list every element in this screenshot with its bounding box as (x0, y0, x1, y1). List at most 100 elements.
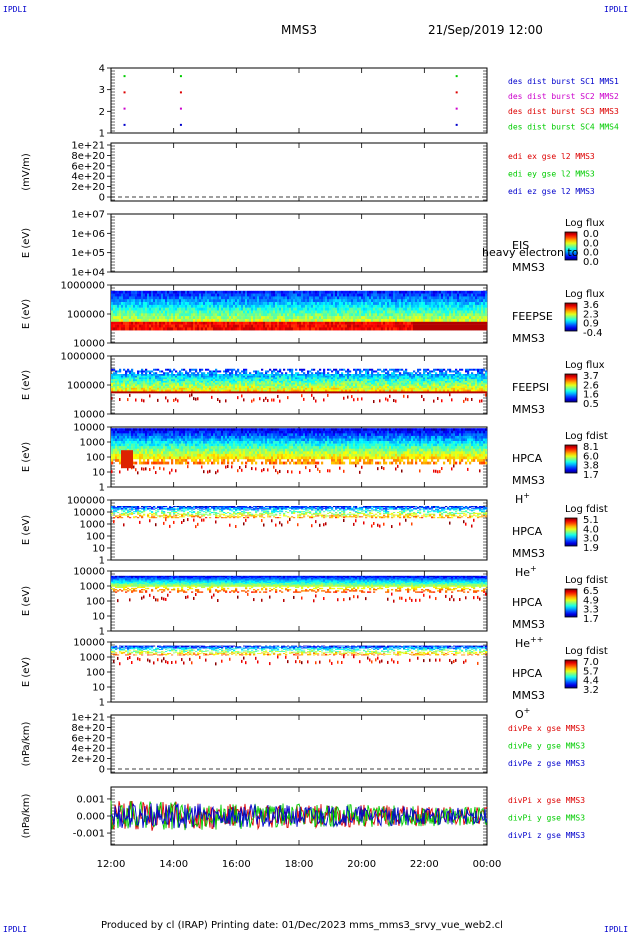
spectro-cell (397, 318, 400, 322)
spectro-cell (417, 321, 420, 325)
spectro-cell (143, 296, 146, 300)
spectro-cell (463, 316, 466, 320)
spectro-cell (295, 302, 298, 306)
spectro-cell (359, 310, 362, 314)
spectro-cell (229, 373, 232, 376)
spectro-cell (407, 384, 410, 387)
spectro-cell (205, 373, 208, 376)
spectro-cell (169, 382, 172, 385)
spectro-cell (189, 384, 192, 387)
spectro-cell (227, 379, 230, 382)
spectro-cell (317, 372, 320, 375)
spectro-cell (255, 307, 258, 311)
spectro-cell (257, 384, 260, 387)
spectro-tail (387, 398, 389, 402)
spectro-cell (369, 302, 372, 306)
spectro-cell (267, 324, 270, 328)
spectro-cell (405, 290, 408, 294)
spectro-cell (317, 377, 320, 380)
spectro-cell (227, 389, 230, 392)
spectro-cell (463, 313, 466, 317)
spectro-cell (411, 290, 414, 294)
spectro-cell (247, 373, 250, 376)
spectro-cell (401, 382, 404, 385)
spectro-cell (223, 377, 226, 380)
spectro-cell (479, 321, 482, 325)
spectro-cell (393, 313, 396, 317)
spectro-cell (159, 321, 162, 325)
spectro-cell (275, 310, 278, 314)
spectro-cell (309, 391, 312, 394)
spectro-cell (253, 296, 256, 300)
spectro-cell (407, 327, 410, 331)
spectro-cell (273, 299, 276, 303)
spectro-cell (429, 296, 432, 300)
spectro-cell (265, 380, 268, 383)
spectro-cell (435, 318, 438, 322)
spectro-cell (411, 296, 414, 300)
spectro-cell (469, 310, 472, 314)
eis-colorbar-tick-2: 0.0 (583, 248, 599, 259)
spectro-cell (115, 387, 118, 390)
spectro-cell (367, 377, 370, 380)
spectro-cell (121, 299, 124, 303)
spectro-cell (205, 377, 208, 380)
spectro-cell (325, 389, 328, 392)
spectro-cell (235, 327, 238, 331)
spectro-cell (455, 318, 458, 322)
spectro-cell (313, 299, 316, 303)
spectro-cell (131, 307, 134, 311)
spectro-cell (193, 302, 196, 306)
spectro-cell (357, 387, 360, 390)
spectro-cell (433, 302, 436, 306)
spectro-cell (133, 386, 136, 389)
spectro-cell (475, 290, 478, 294)
spectro-cell (333, 327, 336, 331)
spectro-cell (463, 304, 466, 308)
spectro-cell (271, 387, 274, 390)
spectro-cell (115, 382, 118, 385)
spectro-cell (453, 318, 456, 322)
spectro-cell (285, 386, 288, 389)
spectro-cell (345, 296, 348, 300)
spectro-cell (135, 387, 138, 390)
spectro-cell (237, 327, 240, 331)
spectro-cell (193, 373, 196, 376)
spectro-cell (243, 372, 246, 375)
spectro-cell (195, 387, 198, 390)
spectro-cell (423, 299, 426, 303)
spectro-cell (185, 290, 188, 294)
spectro-cell (401, 389, 404, 392)
spectro-cell (117, 377, 120, 380)
spectro-cell (285, 318, 288, 322)
spectro-cell (185, 293, 188, 297)
spectro-cell (465, 318, 468, 322)
spectro-cell (201, 372, 204, 375)
spectro-cell (189, 379, 192, 382)
spectro-cell (247, 379, 250, 382)
spectro-cell (357, 382, 360, 385)
spectro-cell (367, 379, 370, 382)
spectro-cell (131, 370, 134, 373)
spectro-cell (139, 316, 142, 320)
spectro-cell (115, 380, 118, 383)
spectro-cell (379, 327, 382, 331)
spectro-cell (281, 321, 284, 325)
spectro-cell (381, 310, 384, 314)
spectro-cell (367, 382, 370, 385)
spectro-cell (295, 296, 298, 300)
spectro-cell (235, 375, 238, 378)
spectro-cell (215, 391, 218, 394)
spectro-cell (323, 375, 326, 378)
spectro-cell (167, 321, 170, 325)
spectro-cell (343, 386, 346, 389)
spectro-cell (331, 387, 334, 390)
spectro-cell (393, 299, 396, 303)
spectro-cell (449, 316, 452, 320)
spectro-cell (429, 313, 432, 317)
spectro-cell (457, 302, 460, 306)
spectro-cell (325, 391, 328, 394)
spectro-cell (291, 389, 294, 392)
spectro-cell (403, 310, 406, 314)
spectro-cell (289, 373, 292, 376)
